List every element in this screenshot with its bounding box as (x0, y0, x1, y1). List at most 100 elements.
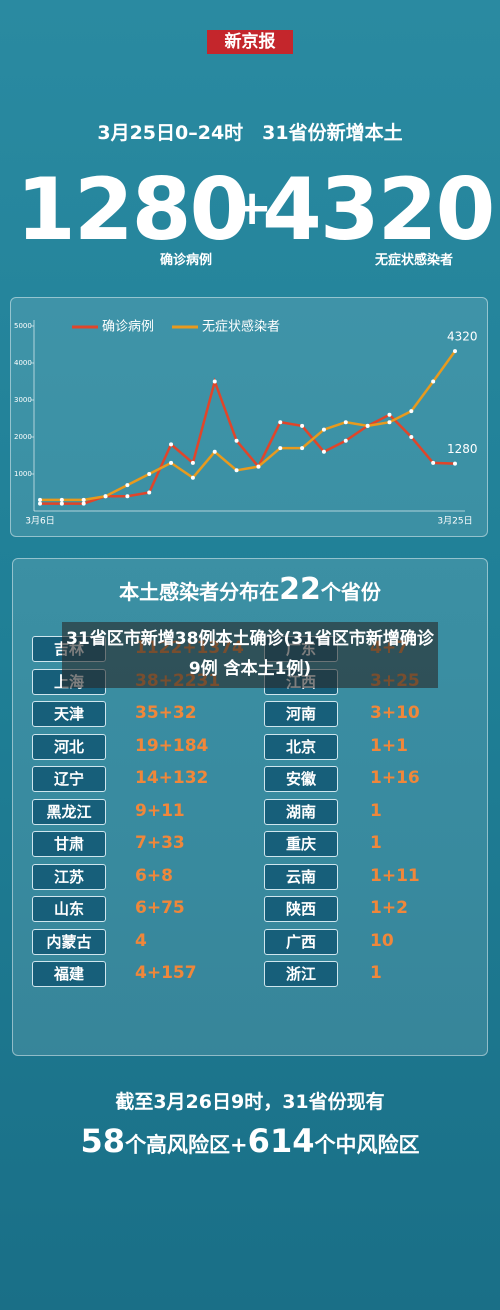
case-count: 1+11 (370, 865, 420, 886)
point (59, 501, 64, 506)
point (431, 460, 436, 465)
province: 山东 (32, 896, 106, 922)
case-count: 3+10 (370, 703, 420, 723)
point (409, 435, 414, 439)
case-count: 1 (370, 800, 382, 821)
x-tick-label: 3月6日 (25, 516, 54, 527)
point (453, 461, 457, 466)
point (169, 442, 174, 447)
confirmed-label: 确诊病例 (160, 253, 213, 268)
point (343, 420, 348, 425)
province: 河南 (264, 701, 338, 727)
chart-panel (10, 297, 488, 537)
y-tick-label: 1000 (14, 470, 32, 478)
point (234, 468, 239, 473)
confirmed-number: 1280 (16, 160, 249, 260)
case-count: 4 (135, 930, 147, 951)
point (125, 494, 130, 499)
province: 福建 (32, 961, 106, 987)
point (81, 497, 86, 502)
table-title: 本土感染者分布在22个省份 (0, 572, 500, 607)
y-tick-label: 4000 (14, 359, 32, 367)
asymptomatic-number: 4320 (262, 160, 495, 260)
case-count: 9+11 (135, 800, 185, 821)
plus: + (232, 180, 273, 236)
point (387, 420, 392, 425)
case-count: 19+184 (135, 735, 209, 756)
point (365, 423, 370, 428)
point (300, 423, 305, 428)
y-tick-label: 2000 (14, 433, 32, 441)
point (321, 449, 326, 454)
province: 黑龙江 (32, 798, 106, 825)
point (147, 490, 152, 495)
point (190, 460, 195, 465)
point (387, 412, 392, 417)
point (103, 494, 108, 499)
title: 3月25日0–24时 31省份新增本土 (97, 122, 403, 144)
case-count: 4+157 (135, 963, 197, 983)
point (321, 427, 326, 432)
province: 辽宁 (32, 766, 106, 792)
x-tick-label: 3月25日 (437, 516, 472, 527)
province: 安徽 (264, 766, 338, 792)
footer-line: 截至3月26日9时，31省份现有 (115, 1091, 385, 1113)
point (343, 438, 348, 443)
case-count: 10 (370, 930, 394, 951)
caption: 31省区市新增38例本土确诊(31省区市新增确诊9例 含本土1例) (62, 622, 438, 688)
series-line (40, 377, 456, 505)
legend-label: 无症状感染者 (202, 319, 280, 335)
point (38, 501, 42, 506)
case-count: 1 (370, 833, 382, 853)
point (278, 420, 283, 425)
y-tick-label: 3000 (14, 396, 32, 404)
end-label: 1280 (447, 442, 478, 456)
province: 陕西 (264, 896, 338, 922)
province: 河北 (32, 733, 106, 760)
case-count: 6+8 (135, 865, 173, 886)
point (256, 464, 261, 469)
point (38, 497, 42, 502)
province: 重庆 (264, 831, 338, 857)
point (125, 483, 130, 488)
province: 广西 (264, 928, 338, 955)
case-count: 1+2 (370, 898, 408, 918)
province: 云南 (264, 863, 338, 890)
point (81, 501, 86, 506)
series-line (40, 350, 457, 502)
case-count: 1+1 (370, 735, 408, 756)
point (147, 472, 152, 476)
table-title-text: 本土感染者分布在 (119, 580, 280, 604)
logo: 新京报 (207, 30, 293, 54)
table-title-number: 22 (279, 572, 321, 607)
mid-risk-number: 614 (247, 1122, 315, 1160)
case-count: 7+33 (135, 833, 185, 853)
province: 湖南 (264, 798, 338, 825)
province: 江苏 (32, 863, 106, 890)
province: 甘肃 (32, 831, 106, 857)
high-risk-text: 个高风险区+ (125, 1133, 248, 1157)
chart: 1000 2000 3000 4000 5000 3月6日 3月25日 1280 确诊病例 432… (14, 319, 478, 527)
point (169, 460, 174, 465)
case-count: 14+132 (135, 768, 209, 788)
case-count: 1+16 (370, 768, 420, 788)
point (453, 349, 457, 354)
province: 北京 (264, 733, 338, 760)
province: 内蒙古 (32, 928, 106, 955)
end-label: 4320 (447, 330, 478, 344)
province: 天津 (32, 701, 106, 727)
point (278, 446, 283, 451)
asymptomatic-label: 无症状感染者 (375, 253, 454, 268)
point (234, 438, 239, 443)
point (212, 449, 217, 454)
case-count: 1 (370, 963, 382, 983)
case-count: 35+32 (135, 703, 197, 723)
mid-risk-text: 个中风险区 (314, 1133, 420, 1157)
point (300, 446, 305, 451)
point (212, 379, 217, 384)
point (190, 475, 195, 480)
point (431, 379, 436, 384)
footer-risk: 58个高风险区+614个中风险区 (0, 1122, 500, 1160)
point (409, 409, 414, 414)
